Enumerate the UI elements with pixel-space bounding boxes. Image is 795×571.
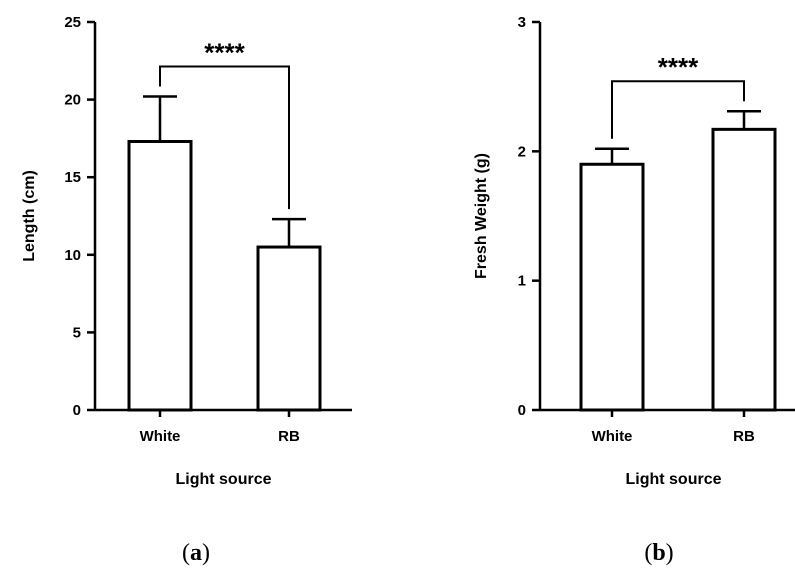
chart-b-significance-label: ****: [658, 52, 699, 82]
chart-a-significance-label: ****: [204, 37, 245, 67]
chart-a-y-axis-label: Length (cm): [21, 170, 38, 262]
chart-a-x-tick-label: White: [140, 428, 181, 445]
chart-a-panel-label: (a): [182, 540, 210, 566]
chart-a-panel-letter: a: [190, 540, 202, 566]
chart-a-y-tick-label: 20: [64, 92, 81, 109]
chart-a-y-tick-label: 0: [73, 402, 81, 419]
chart-b-panel-letter: b: [652, 540, 665, 566]
chart-b-significance-bracket: [611, 80, 745, 139]
chart-a-significance-bracket: [159, 65, 290, 210]
chart-a-x-tick-label: RB: [278, 428, 300, 445]
chart-a-y-tick-label: 10: [64, 247, 81, 264]
chart-a-bar-rb: [256, 245, 322, 412]
chart-b-y-tick-label: 2: [518, 143, 526, 160]
chart-b-y-tick-label: 1: [518, 273, 526, 290]
chart-a-y-tick-label: 5: [73, 324, 81, 341]
chart-b-x-tick-label: White: [592, 428, 633, 445]
chart-b-y-tick-label: 3: [518, 14, 526, 31]
chart-a-x-axis-label: Light source: [175, 471, 271, 488]
chart-b-bar-white: [579, 162, 645, 412]
chart-a-y-tick-label: 25: [64, 14, 81, 31]
chart-a-y-tick-label: 15: [64, 169, 81, 186]
chart-b-y-axis-label: Fresh Weight (g): [473, 153, 490, 279]
chart-b-x-axis-label: Light source: [625, 471, 721, 488]
chart-b-panel-label: (b): [644, 540, 673, 566]
chart-b-y-tick-label: 0: [518, 402, 526, 419]
chart-b-bar-rb: [711, 127, 777, 412]
chart-a-bar-white: [127, 140, 193, 412]
chart-b-x-tick-label: RB: [733, 428, 755, 445]
